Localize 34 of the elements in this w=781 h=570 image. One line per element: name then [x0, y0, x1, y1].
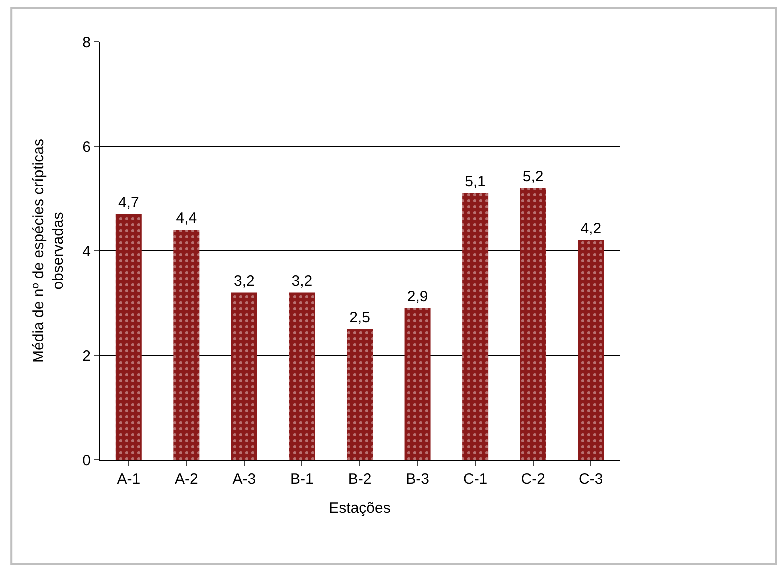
x-tick-label: B-1: [290, 471, 314, 488]
data-label: 3,2: [234, 272, 255, 290]
bar: [404, 308, 431, 460]
y-tick-label: 4: [82, 243, 91, 260]
bar: [578, 240, 604, 460]
x-tick-label: B-2: [348, 471, 372, 488]
bar: [520, 188, 546, 460]
data-label: 2,9: [407, 288, 428, 306]
data-label: 4,4: [176, 210, 198, 228]
data-label: 5,1: [465, 174, 486, 191]
y-axis-title: Média de nº de espécies crípticas observadas: [30, 139, 67, 363]
x-tick-label: A-1: [117, 471, 141, 488]
y-tick-label: 8: [82, 34, 91, 52]
x-axis-title: Estações: [329, 500, 391, 517]
bar: [116, 214, 142, 460]
x-tick-label: C-1: [463, 471, 488, 488]
data-label: 2,5: [350, 309, 370, 326]
data-label: 5,2: [522, 168, 544, 186]
x-tick-label: C-3: [579, 471, 604, 488]
bar: [462, 194, 489, 460]
x-tick-label: A-3: [232, 471, 256, 488]
bar: [231, 292, 258, 460]
x-tick-label: A-2: [175, 471, 198, 488]
data-label: 4,7: [118, 194, 140, 212]
y-tick-label: 2: [82, 348, 91, 365]
y-tick-label: 0: [82, 452, 91, 470]
bar: [289, 292, 316, 460]
bar: [347, 329, 373, 460]
x-tick-label: C-2: [521, 471, 546, 488]
data-label: 4,2: [580, 220, 602, 238]
bar: [174, 230, 200, 460]
data-label: 3,2: [292, 272, 313, 290]
y-tick-label: 6: [82, 138, 91, 156]
x-tick-label: B-3: [406, 471, 430, 488]
